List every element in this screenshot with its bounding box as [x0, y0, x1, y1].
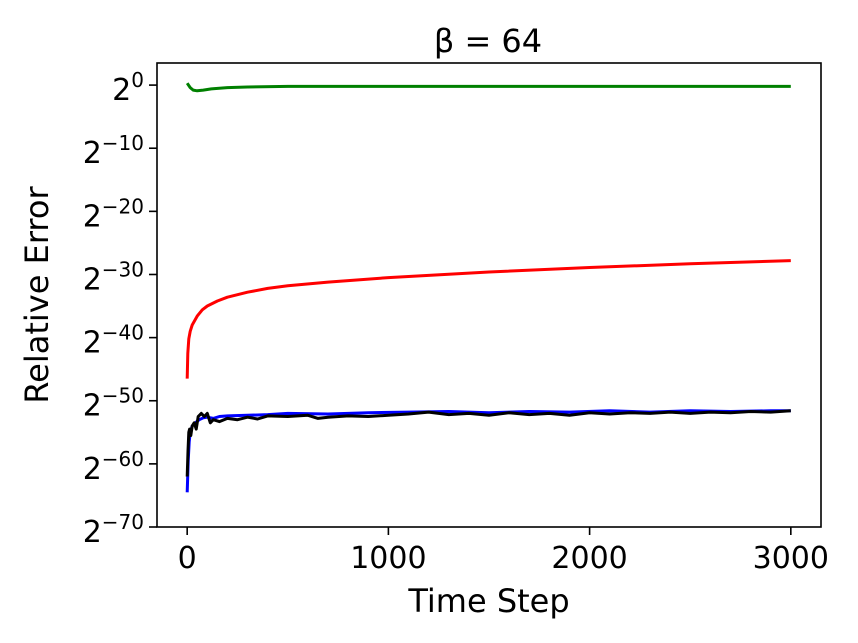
- y-tick-label: 2−30: [83, 257, 144, 297]
- x-tick-label: 2000: [551, 541, 627, 576]
- y-tick-label: 20: [112, 68, 144, 108]
- x-tick-label: 1000: [350, 541, 426, 576]
- y-tick-label: 2−60: [83, 447, 144, 487]
- x-tick-label: 3000: [753, 541, 829, 576]
- y-axis-label: Relative Error: [18, 186, 56, 404]
- y-tick-label: 2−10: [83, 131, 144, 171]
- x-axis: 0 1000 2000 3000: [178, 527, 829, 576]
- series-line-2: [185, 259, 791, 379]
- series-line-1: [185, 82, 791, 93]
- series-line-4: [185, 409, 791, 477]
- y-tick-label: 2−40: [83, 321, 144, 361]
- y-tick-label: 2−70: [83, 510, 144, 550]
- y-axis: 20 2−10 2−20 2−30 2−40 2−50 2−60 2−70: [83, 68, 157, 550]
- y-tick-label: 2−50: [83, 384, 144, 424]
- plot-frame: [156, 62, 822, 528]
- y-tick-label: 2−20: [83, 194, 144, 234]
- series-layer: [185, 82, 791, 493]
- x-tick-label: 0: [178, 541, 197, 576]
- chart-title: β = 64: [434, 22, 542, 60]
- series-line-3: [185, 409, 791, 493]
- x-axis-label: Time Step: [407, 582, 569, 620]
